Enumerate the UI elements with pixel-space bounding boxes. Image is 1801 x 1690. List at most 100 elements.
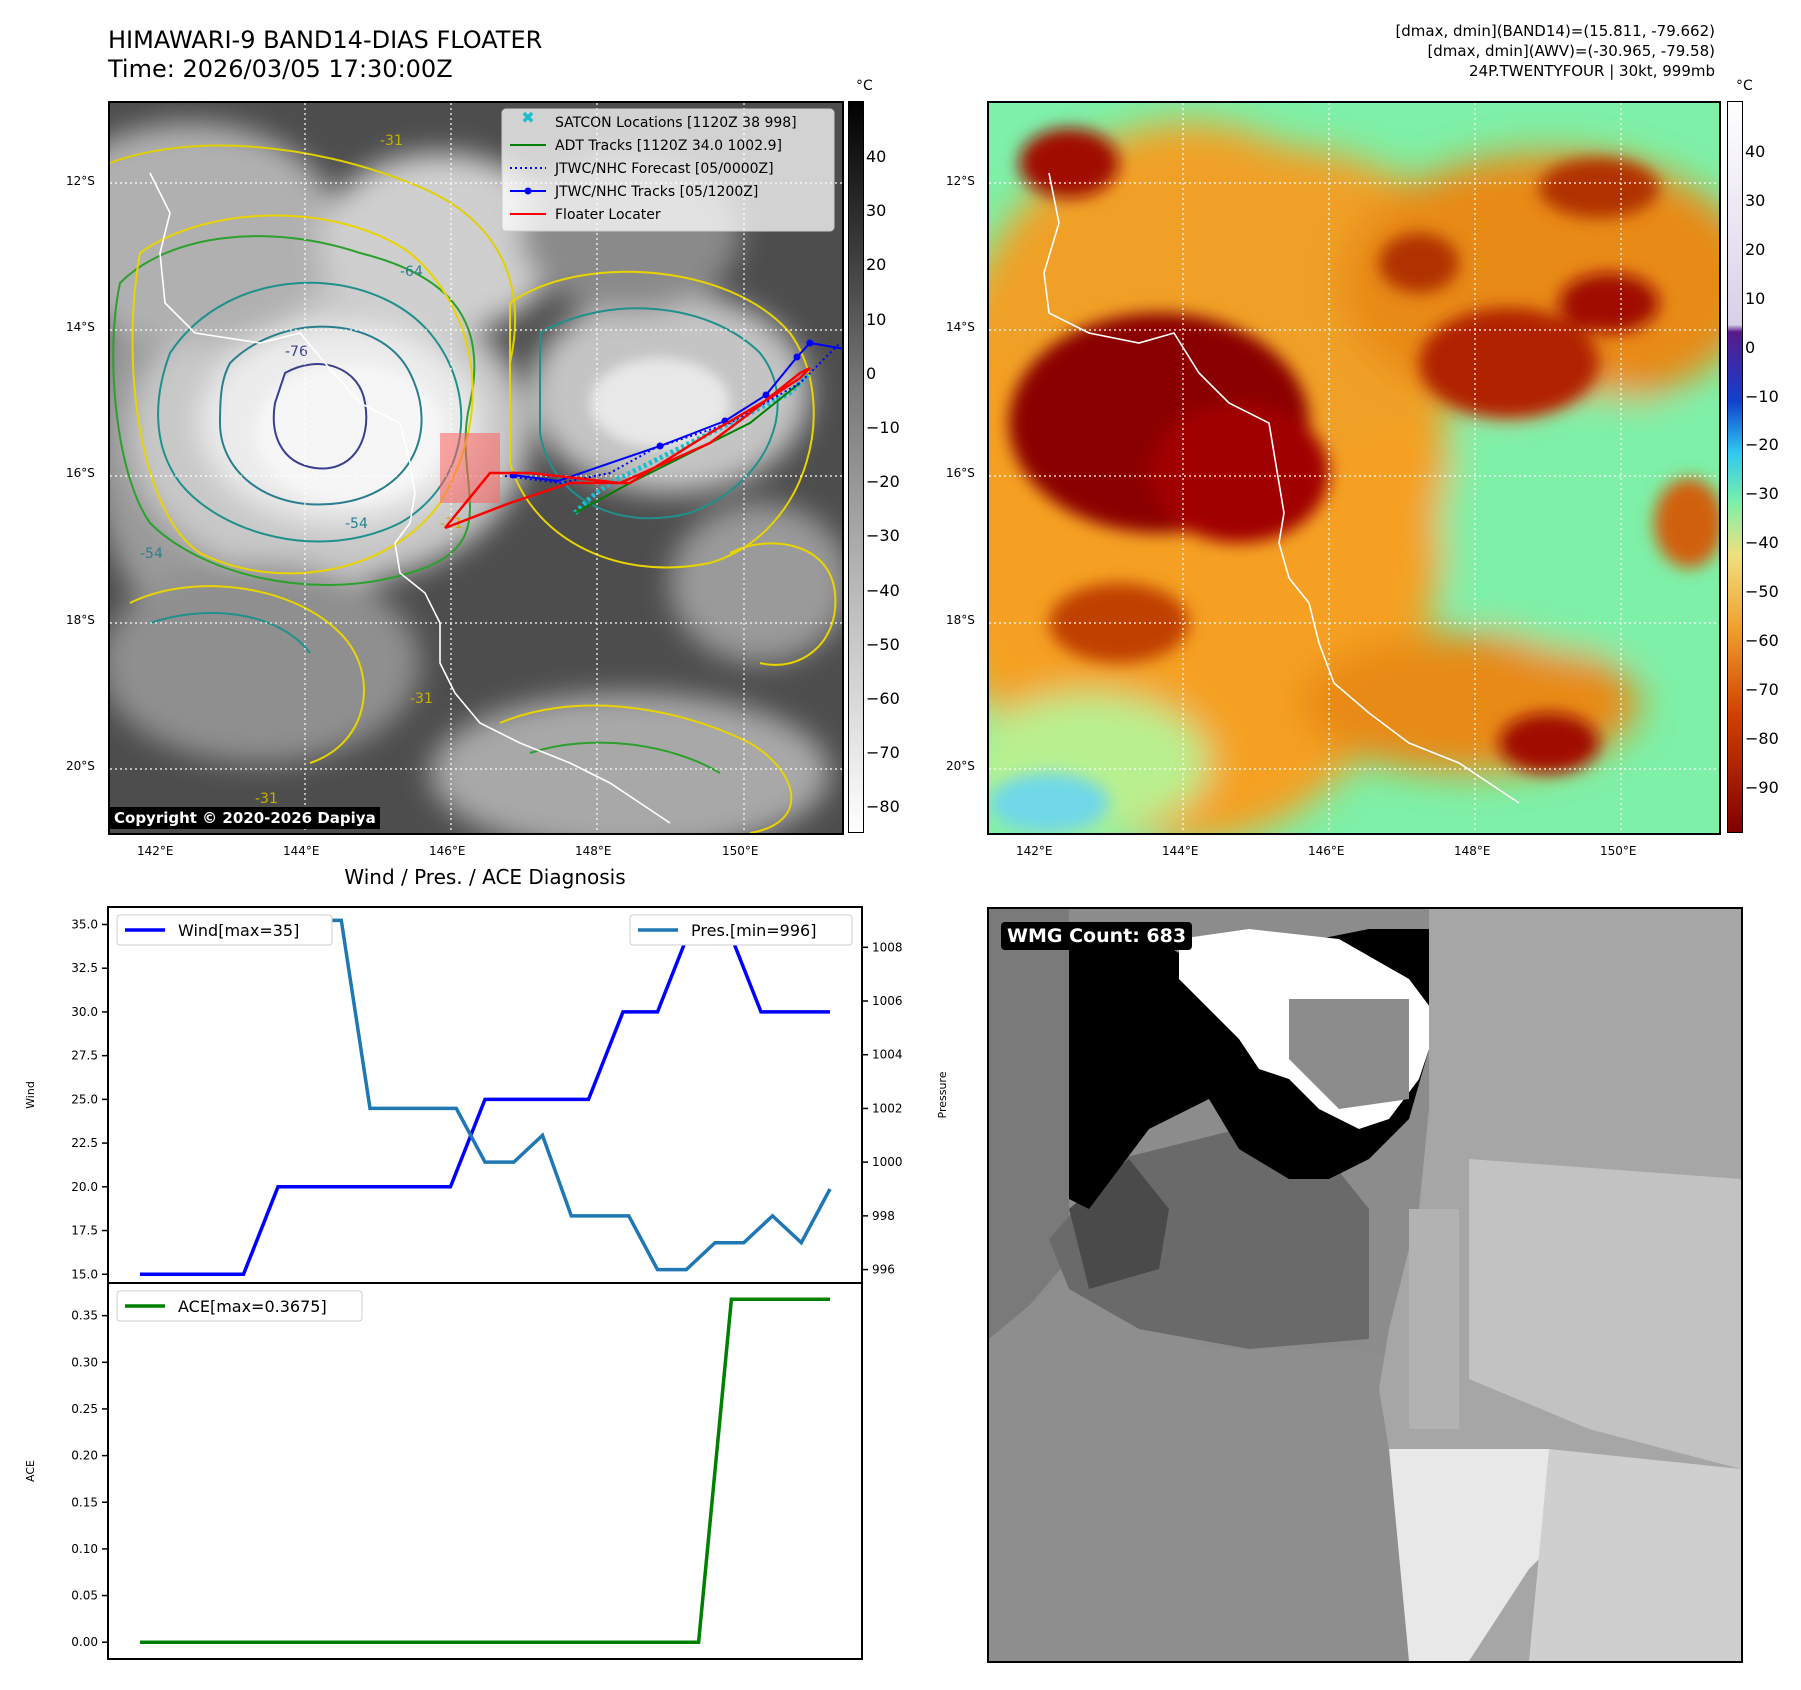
legend-entry: ACE[max=0.3675] [178, 1297, 327, 1316]
colorbar-tick-label: −70 [1745, 679, 1779, 699]
floater-locator-box [440, 433, 500, 503]
wmg-image [989, 909, 1741, 1661]
awv-colorbar [1727, 101, 1743, 833]
lat-tick: 18°S [946, 613, 975, 627]
ace-frame [107, 1282, 863, 1660]
satcon-marker-icon: ✖ [521, 108, 534, 127]
colorbar-tick-label: −20 [1745, 435, 1779, 455]
bt-contours [110, 144, 837, 833]
jtwc-forecast-track [504, 342, 841, 485]
contour-label: -31 [380, 133, 403, 149]
y-tick-label: 27.5 [71, 1049, 98, 1063]
contour-label: -64 [400, 264, 423, 280]
ace-y-axis: 0.00 0.05 0.10 0.15 0.20 0.25 0.30 0.35 [71, 1309, 108, 1649]
y-tick-label: 1002 [872, 1101, 903, 1115]
colorbar-tick-label: 20 [866, 255, 887, 275]
y-tick-label: 30.0 [71, 1005, 98, 1019]
lon-tick: 150°E [1600, 844, 1637, 858]
contour-label: -76 [285, 344, 308, 360]
lat-tick: 16°S [946, 466, 975, 480]
awv-range-text: [dmax, dmin](AWV)=(-30.965, -79.58) [1427, 42, 1715, 60]
y-tick-label: 0.05 [71, 1589, 98, 1603]
ir-colorbar-unit: °C [856, 78, 873, 94]
y-tick-label: 0.15 [71, 1495, 98, 1509]
y-tick-label: 15.0 [71, 1267, 98, 1281]
colorbar-tick-label: −60 [866, 689, 900, 708]
lat-tick: 12°S [66, 174, 95, 188]
wmg-panel: WMG Count: 683 [987, 907, 1743, 1663]
y-tick-label: 0.00 [71, 1635, 98, 1649]
legend-entry: Floater Locater [555, 207, 661, 223]
lon-tick: 146°E [1308, 844, 1345, 858]
floater-locator-track [444, 366, 811, 530]
contour-label: -31 [410, 691, 433, 707]
y-tick-label: 20.0 [71, 1180, 98, 1194]
pressure-axis-label: Pressure [936, 1071, 949, 1118]
diagnosis-chart: 15.0 17.5 20.0 22.5 25.0 27.5 30.0 32.5 35.0 996… [24, 906, 949, 1660]
figure-time: Time: 2026/03/05 17:30:00Z [108, 55, 453, 83]
contour-label: -31 [255, 791, 278, 807]
lat-tick: 14°S [66, 320, 95, 334]
colorbar-tick-label: −50 [866, 634, 900, 654]
y-tick-label: 35.0 [71, 917, 98, 931]
ir-imagery-panel: -31 -64 -76 -54 -54 -31 -31 -31 [108, 101, 844, 835]
awv-map [989, 103, 1719, 833]
contour-label: -54 [345, 516, 368, 532]
lat-tick: 20°S [66, 759, 95, 773]
colorbar-tick-label: −80 [866, 797, 900, 817]
y-tick-label: 1004 [872, 1048, 903, 1062]
lon-tick: 148°E [1454, 844, 1491, 858]
awv-panel [987, 101, 1721, 835]
wind-axis-label: Wind [24, 1081, 37, 1109]
y-tick-label: 1008 [872, 940, 903, 954]
colorbar-tick-label: 40 [1745, 142, 1766, 161]
y-tick-label: 996 [872, 1263, 895, 1277]
colorbar-tick-label: 20 [1745, 239, 1766, 259]
ir-imagery-map: -31 -64 -76 -54 -54 -31 -31 -31 [110, 103, 842, 833]
lon-tick: 144°E [283, 844, 320, 858]
coastline [149, 172, 671, 824]
colorbar-tick-label: 30 [1745, 190, 1766, 210]
pressure-y-axis: 996 998 1000 1002 1004 1006 1008 [862, 940, 903, 1277]
legend-entry: SATCON Locations [1120Z 38 998] [555, 115, 797, 131]
colorbar-tick-label: 10 [1745, 288, 1766, 308]
colorbar-tick-label: −40 [866, 580, 900, 600]
colorbar-tick-label: 0 [1745, 337, 1756, 357]
lat-tick: 20°S [946, 759, 975, 773]
colorbar-tick-label: −30 [1745, 484, 1779, 504]
lon-tick: 144°E [1162, 844, 1199, 858]
colorbar-tick-label: 0 [866, 363, 877, 383]
legend-entry: JTWC/NHC Forecast [05/0000Z] [554, 161, 774, 177]
lat-tick: 16°S [66, 466, 95, 480]
legend-entry: JTWC/NHC Tracks [05/1200Z] [554, 184, 758, 200]
wind-y-axis: 15.0 17.5 20.0 22.5 25.0 27.5 30.0 32.5 35.0 [71, 917, 108, 1281]
colorbar-tick-label: −10 [866, 418, 900, 437]
copyright-badge: Copyright © 2020-2026 Dapiya [110, 807, 380, 829]
colorbar-tick-label: 30 [866, 201, 887, 221]
storm-info-text: 24P.TWENTYFOUR | 30kt, 999mb [1469, 62, 1715, 80]
lat-tick: 18°S [66, 613, 95, 627]
diagnosis-title: Wind / Pres. / ACE Diagnosis [344, 865, 626, 889]
ace-legend: ACE[max=0.3675] [116, 1290, 363, 1322]
y-tick-label: 25.0 [71, 1092, 98, 1106]
colorbar-tick-label: −60 [1745, 631, 1779, 650]
ir-legend: ✖ SATCON Locations [1120Z 38 998] ADT Tr… [501, 108, 835, 232]
lon-tick: 146°E [429, 844, 466, 858]
legend-entry: Pres.[min=996] [691, 921, 816, 940]
figure-title: HIMAWARI-9 BAND14-DIAS FLOATER [108, 26, 543, 54]
pressure-series-line [140, 918, 832, 1272]
y-tick-label: 0.20 [71, 1449, 98, 1463]
y-tick-label: 0.10 [71, 1542, 98, 1556]
y-tick-label: 0.30 [71, 1355, 98, 1369]
wind-series-line [140, 922, 830, 1277]
colorbar-tick-label: −10 [1745, 386, 1779, 406]
colorbar-tick-label: −20 [866, 472, 900, 492]
y-tick-label: 1000 [872, 1155, 903, 1169]
wmg-count-badge: WMG Count: 683 [1001, 922, 1193, 950]
y-tick-label: 17.5 [71, 1224, 98, 1238]
band14-range-text: [dmax, dmin](BAND14)=(15.811, -79.662) [1395, 22, 1715, 40]
lat-tick: 12°S [946, 174, 975, 188]
wind-legend: Wind[max=35] [116, 914, 333, 946]
ace-series-line [140, 1297, 830, 1644]
colorbar-tick-label: −40 [1745, 533, 1779, 553]
